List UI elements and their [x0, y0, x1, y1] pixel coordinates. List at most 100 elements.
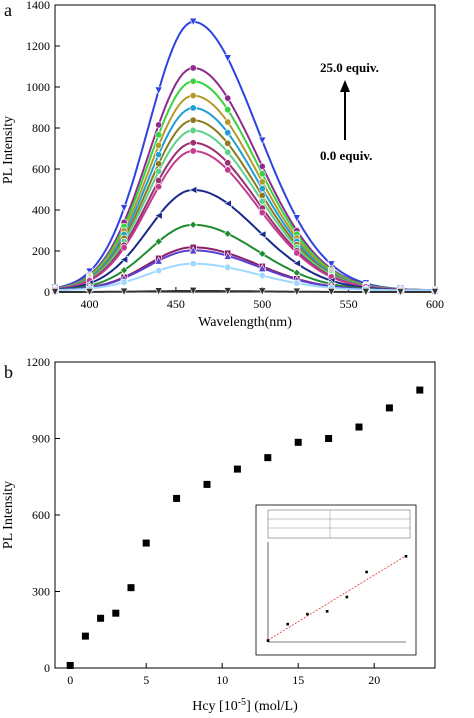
y-tick-label-a: 600 — [32, 162, 50, 176]
data-marker — [361, 288, 370, 297]
x-tick-label-a: 450 — [167, 297, 185, 311]
inset-point — [325, 609, 329, 613]
markers-a — [50, 17, 440, 297]
y-tick-label-b: 600 — [32, 508, 50, 522]
data-marker — [189, 104, 197, 112]
data-point — [264, 454, 272, 462]
data-marker — [155, 121, 163, 129]
data-marker — [154, 237, 163, 246]
data-point — [127, 584, 135, 592]
data-marker — [223, 229, 232, 238]
data-marker — [258, 197, 266, 205]
data-marker — [155, 160, 163, 168]
panel-a-label: a — [4, 0, 12, 20]
inset-fit-line — [267, 555, 407, 641]
data-marker — [258, 185, 266, 193]
data-marker — [224, 129, 232, 137]
y-tick-label-b: 0 — [44, 661, 50, 675]
axes-b: 0 5 10 15 20 0 300 600 900 1200 — [26, 355, 380, 687]
x-tick-label-b: 20 — [368, 673, 380, 687]
data-marker — [154, 86, 163, 95]
y-tick-label-a: 1400 — [26, 0, 50, 12]
inset-point — [404, 554, 408, 558]
data-marker — [224, 148, 232, 156]
y-axis-title-a: PL Intensity — [1, 116, 16, 184]
data-point — [112, 609, 120, 617]
data-marker — [223, 199, 232, 208]
data-marker — [327, 288, 336, 297]
data-point — [416, 386, 424, 394]
data-marker — [293, 249, 301, 257]
y-tick-label-a: 800 — [32, 121, 50, 135]
x-tick-label-a: 400 — [81, 297, 99, 311]
data-marker — [155, 177, 163, 185]
data-marker — [224, 139, 232, 147]
spectrum-line-6 — [54, 129, 435, 292]
y-tick-label-b: 300 — [32, 585, 50, 599]
data-marker — [189, 260, 197, 268]
inset-fit-table — [267, 509, 411, 539]
x-tick-label-b: 0 — [67, 673, 73, 687]
spectrum-line-7 — [54, 141, 435, 292]
data-marker — [155, 131, 163, 139]
inset-plot — [266, 542, 408, 643]
y-tick-label-b: 1200 — [26, 355, 50, 369]
panel-b-label: b — [4, 362, 13, 382]
data-marker — [327, 260, 336, 269]
data-point — [294, 438, 302, 446]
annotation-bottom: 0.0 equiv. — [320, 148, 372, 163]
data-marker — [258, 170, 266, 178]
inset-chart — [255, 504, 417, 656]
data-marker — [189, 17, 198, 27]
data-point — [385, 404, 393, 412]
data-marker — [292, 268, 301, 277]
chart-b: b 0 5 10 15 20 0 300 600 900 1200 Hcy [10-5] (mol… — [1, 355, 436, 714]
data-marker — [292, 259, 301, 268]
data-marker — [224, 159, 232, 167]
inset-point — [306, 612, 309, 616]
data-marker — [223, 287, 232, 296]
data-marker — [154, 287, 163, 296]
data-marker — [258, 287, 267, 296]
data-marker — [189, 126, 197, 134]
y-tick-label-a: 1200 — [26, 39, 50, 53]
data-marker — [155, 167, 163, 175]
data-point — [66, 661, 74, 669]
data-marker — [155, 267, 163, 275]
data-marker — [119, 255, 128, 264]
arrow-head — [340, 80, 350, 92]
annotation-top: 25.0 equiv. — [320, 60, 379, 75]
data-marker — [155, 141, 163, 149]
data-point — [81, 632, 89, 640]
data-marker — [189, 147, 197, 155]
data-marker — [258, 162, 266, 170]
data-marker — [258, 209, 266, 217]
data-point — [325, 435, 333, 442]
data-marker — [258, 178, 266, 186]
data-marker — [120, 244, 128, 252]
x-tick-label-b: 15 — [292, 673, 304, 687]
inset-point — [365, 570, 368, 574]
data-point — [233, 465, 241, 473]
data-marker — [224, 166, 232, 174]
data-marker — [396, 288, 405, 297]
data-marker — [50, 288, 60, 297]
data-marker — [189, 77, 197, 85]
data-marker — [188, 185, 198, 194]
y-axis-title-b: PL Intensity — [1, 481, 16, 549]
data-marker — [292, 214, 301, 223]
inset-point — [266, 639, 270, 642]
x-axis-title-b-part1: Hcy [10 — [192, 699, 238, 714]
data-marker — [154, 256, 163, 265]
data-marker — [258, 249, 267, 258]
series-group-a — [54, 20, 436, 293]
data-marker — [430, 288, 440, 297]
data-marker — [258, 230, 267, 239]
data-point — [355, 423, 363, 431]
y-tick-label-a: 400 — [32, 203, 50, 217]
x-tick-label-b: 10 — [216, 673, 228, 687]
data-marker — [258, 136, 267, 145]
y-tick-label-a: 200 — [32, 244, 50, 258]
data-marker — [155, 151, 163, 159]
